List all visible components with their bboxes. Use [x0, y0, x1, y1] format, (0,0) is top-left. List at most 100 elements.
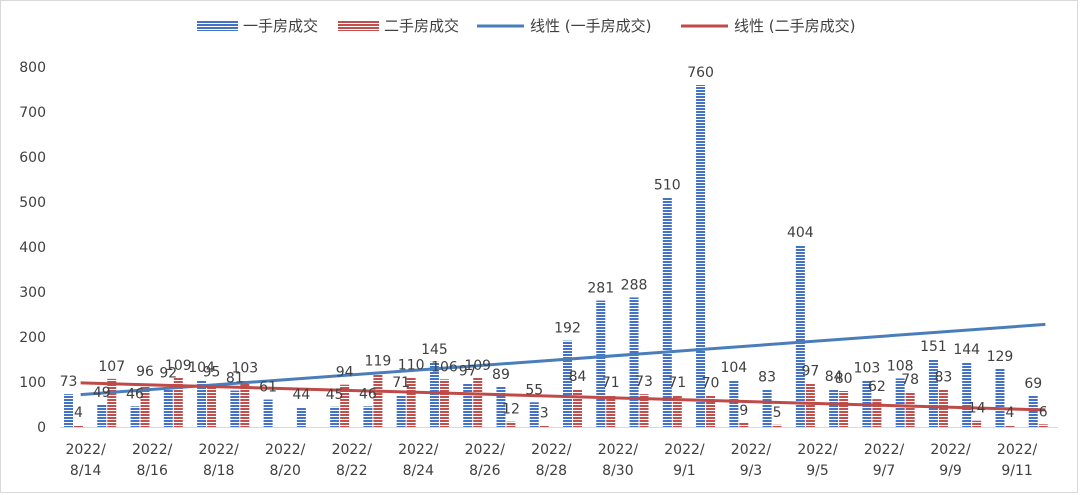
x-tick-label-11: 2022/9/5 [797, 442, 838, 479]
bar-resale-13 [506, 421, 516, 427]
label-new-13: 89 [492, 367, 510, 383]
bar-resale-0 [74, 425, 83, 427]
bar-new-2 [130, 406, 140, 427]
label-resale-2: 96 [136, 364, 154, 380]
bar-resale-10 [406, 377, 416, 427]
y-tick-label-0: 0 [37, 420, 46, 436]
label-resale-4: 95 [203, 364, 221, 380]
bar-new-7 [296, 407, 306, 427]
trendline-1 [80, 381, 1046, 412]
x-tick-label-0: 2022/8/14 [65, 442, 106, 479]
bar-new-18 [662, 197, 672, 427]
label-new-1: 49 [93, 385, 111, 401]
label-new-8: 45 [326, 387, 344, 403]
legend-label-3: 线性 (二手房成交) [734, 17, 855, 35]
bar-resale-27 [972, 420, 982, 427]
bar-new-12 [463, 383, 473, 427]
label-resale-20: 9 [739, 403, 748, 419]
label-new-27: 144 [953, 342, 980, 358]
bar-new-27 [962, 362, 972, 427]
label-resale-10: 110 [398, 358, 425, 374]
bar-resale-1 [107, 378, 117, 427]
x-tick-label-7: 2022/8/28 [531, 442, 572, 479]
label-new-7: 44 [292, 387, 310, 403]
label-new-21: 83 [758, 370, 776, 386]
label-new-10: 71 [392, 375, 410, 391]
bar-resale-28 [1005, 425, 1015, 427]
label-resale-13: 12 [502, 402, 520, 418]
label-resale-11: 106 [431, 359, 458, 375]
label-new-2: 46 [126, 386, 144, 402]
label-new-14: 55 [525, 382, 543, 398]
label-new-24: 103 [854, 361, 881, 377]
bar-resale-25 [905, 391, 915, 427]
bar-new-6 [263, 399, 273, 427]
bar-resale-23 [839, 391, 849, 427]
y-tick-label-4: 400 [19, 240, 46, 256]
bar-new-20 [729, 380, 739, 427]
bar-new-14 [529, 402, 539, 427]
label-resale-3: 109 [165, 358, 192, 374]
y-tick-label-3: 300 [19, 285, 46, 301]
label-resale-9: 119 [365, 353, 392, 369]
y-tick-label-5: 500 [19, 195, 46, 211]
x-tick-label-14: 2022/9/11 [997, 442, 1038, 479]
bar-resale-17 [639, 394, 649, 427]
y-tick-label-7: 700 [19, 105, 46, 121]
label-new-12: 97 [459, 363, 477, 379]
legend: 一手房成交 二手房成交 线性 (一手房成交) 线性 (二手房成交) [197, 17, 855, 35]
label-new-4: 104 [188, 360, 215, 376]
label-new-25: 108 [887, 358, 914, 374]
bar-resale-4 [207, 384, 217, 427]
y-tick-label-6: 600 [19, 150, 46, 166]
label-new-18: 510 [654, 178, 681, 194]
bar-new-0 [64, 394, 73, 427]
label-new-5: 81 [226, 371, 244, 387]
bar-resale-2 [140, 383, 150, 427]
bar-resale-8 [340, 384, 350, 427]
label-resale-28: 4 [1006, 405, 1015, 421]
x-tick-label-10: 2022/9/3 [731, 442, 772, 479]
x-tick-label-1: 2022/8/16 [132, 442, 173, 479]
label-new-29: 69 [1024, 376, 1042, 392]
y-tick-label-8: 800 [19, 60, 46, 76]
label-new-20: 104 [720, 360, 747, 376]
bar-resale-20 [739, 422, 749, 427]
bar-resale-9 [373, 373, 383, 427]
x-tick-label-4: 2022/8/22 [332, 442, 373, 479]
label-resale-1: 107 [98, 359, 125, 375]
bar-resale-24 [872, 399, 882, 427]
label-new-3: 92 [159, 366, 177, 382]
x-tick-label-8: 2022/8/30 [598, 442, 639, 479]
legend-label-0: 一手房成交 [243, 17, 318, 35]
label-resale-15: 84 [569, 369, 587, 385]
bar-new-5 [230, 390, 240, 427]
label-resale-21: 5 [773, 405, 782, 421]
bar-new-15 [563, 340, 572, 427]
x-tick-label-6: 2022/8/26 [465, 442, 506, 479]
x-axis: 2022/8/14 2022/8/16 2022/8/18 2022/8/20 2022… [60, 427, 1058, 479]
label-resale-25: 78 [901, 372, 919, 388]
label-new-19: 760 [687, 65, 714, 81]
legend-swatch-0 [197, 20, 238, 31]
trendline-0 [80, 322, 1046, 397]
bar-new-13 [496, 386, 506, 427]
bar-resale-22 [805, 383, 815, 427]
bar-new-16 [596, 300, 606, 427]
bar-new-17 [629, 297, 639, 427]
bar-new-4 [197, 380, 207, 427]
bar-resale-14 [539, 425, 549, 427]
bar-new-25 [895, 378, 905, 427]
bar-new-26 [928, 359, 938, 427]
label-new-11: 145 [421, 342, 448, 358]
x-tick-label-12: 2022/9/7 [864, 442, 905, 479]
label-new-22: 404 [787, 225, 814, 241]
bar-new-22 [795, 245, 805, 427]
label-resale-26: 83 [935, 370, 953, 386]
label-resale-23: 80 [835, 371, 853, 387]
bar-new-8 [330, 406, 340, 427]
label-new-28: 129 [987, 349, 1014, 365]
